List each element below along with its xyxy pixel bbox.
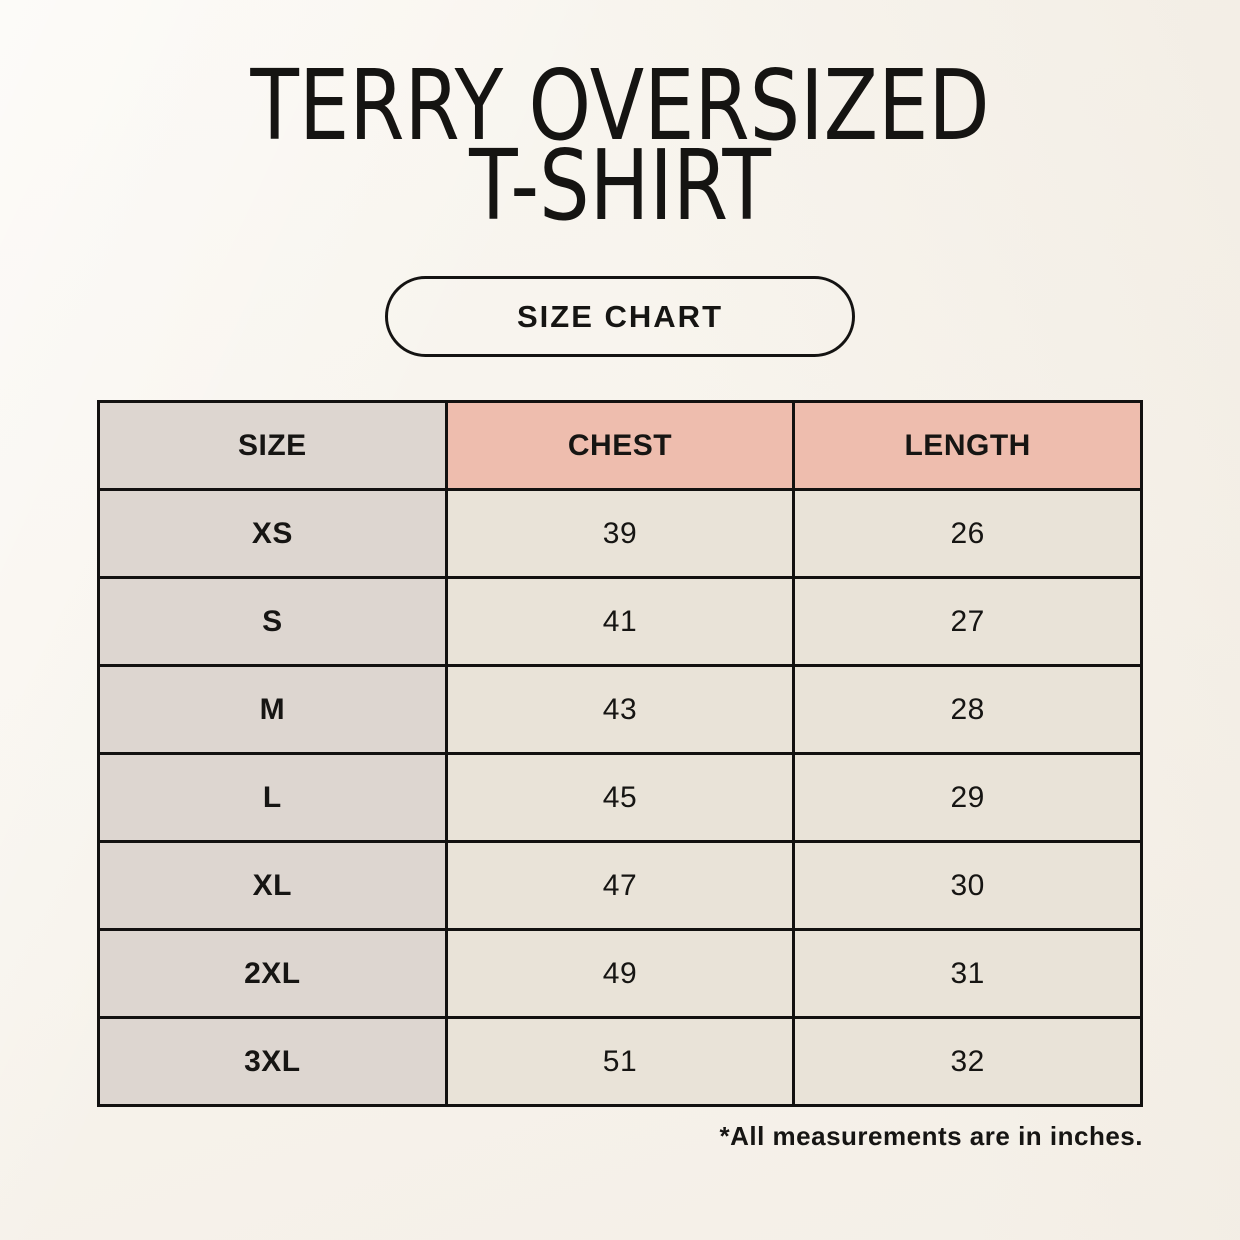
table-row: 2XL 49 31 (97, 928, 1143, 1019)
size-label: L (97, 752, 448, 843)
length-value: 30 (792, 840, 1143, 931)
chest-value: 41 (444, 576, 796, 667)
badge-container: SIZE CHART (0, 276, 1240, 357)
column-header-chest: CHEST (444, 400, 796, 491)
chest-value: 51 (444, 1016, 796, 1107)
length-value: 29 (792, 752, 1143, 843)
table-row: 3XL 51 32 (97, 1016, 1143, 1107)
size-label: XS (97, 488, 448, 579)
length-value: 31 (792, 928, 1143, 1019)
page-title-line1: TERRY OVERSIZED (250, 49, 990, 162)
table-row: XS 39 26 (97, 488, 1143, 579)
size-label: XL (97, 840, 448, 931)
chest-value: 43 (444, 664, 796, 755)
column-header-size: SIZE (97, 400, 448, 491)
size-label: M (97, 664, 448, 755)
size-chart-table: SIZE CHEST LENGTH XS 39 26 S 41 27 M (97, 400, 1143, 1107)
page-title-line2: T-SHIRT (469, 129, 771, 242)
table-header-row: SIZE CHEST LENGTH (97, 400, 1143, 491)
length-value: 27 (792, 576, 1143, 667)
size-label: 3XL (97, 1016, 448, 1107)
measurements-footnote: *All measurements are in inches. (719, 1121, 1143, 1151)
chest-value: 45 (444, 752, 796, 843)
table-row: M 43 28 (97, 664, 1143, 755)
page-title: TERRY OVERSIZED T-SHIRT (112, 0, 1129, 242)
chest-value: 47 (444, 840, 796, 931)
table-container: SIZE CHEST LENGTH XS 39 26 S 41 27 M (97, 400, 1143, 1107)
size-label: S (97, 576, 448, 667)
chest-value: 49 (444, 928, 796, 1019)
column-header-length: LENGTH (792, 400, 1143, 491)
chest-value: 39 (444, 488, 796, 579)
table-row: L 45 29 (97, 752, 1143, 843)
length-value: 26 (792, 488, 1143, 579)
length-value: 32 (792, 1016, 1143, 1107)
table-row: S 41 27 (97, 576, 1143, 667)
size-chart-badge: SIZE CHART (385, 276, 855, 357)
length-value: 28 (792, 664, 1143, 755)
size-label: 2XL (97, 928, 448, 1019)
table-row: XL 47 30 (97, 840, 1143, 931)
